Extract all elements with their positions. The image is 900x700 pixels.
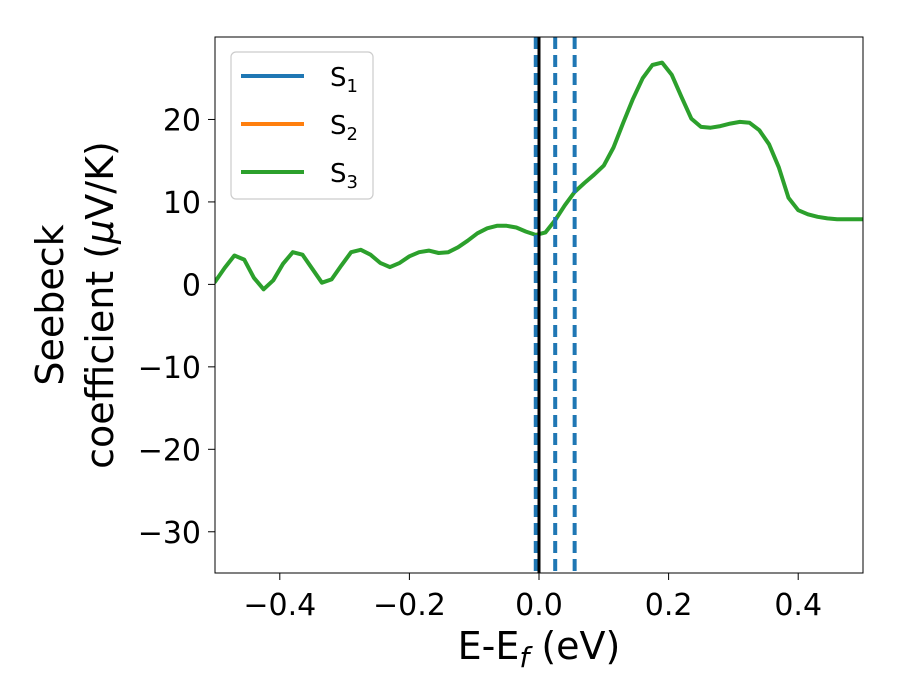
legend-label-s2: S2 xyxy=(330,111,358,145)
x-tick-label: 0.2 xyxy=(645,588,693,623)
y-tick-label: 20 xyxy=(163,103,201,138)
y-tick-label: 10 xyxy=(163,186,201,221)
x-axis-label: E-Ef (eV) xyxy=(458,624,621,674)
legend: S1 S2 S3 xyxy=(230,51,374,200)
y-axis-label-line2: coefficient (μV/K) xyxy=(78,141,122,469)
y-tick-label: −10 xyxy=(138,351,201,386)
x-axis: −0.4 −0.2 0.0 0.2 0.4 xyxy=(243,573,822,623)
y-tick-label: −30 xyxy=(138,516,201,551)
x-tick-label: 0.4 xyxy=(774,588,822,623)
y-axis: −30 −20 −10 0 10 20 xyxy=(138,103,215,551)
y-tick-label: −20 xyxy=(138,433,201,468)
y-tick-label: 0 xyxy=(182,268,201,303)
y-axis-label-line1: Seebeck xyxy=(28,224,72,385)
y-axis-label: Seebeck coefficient (μV/K) xyxy=(28,141,122,469)
legend-label-s1: S1 xyxy=(330,63,358,97)
series-line-s3 xyxy=(215,60,863,292)
x-tick-label: −0.2 xyxy=(373,588,446,623)
plot-area xyxy=(215,37,863,573)
x-tick-label: −0.4 xyxy=(243,588,316,623)
legend-label-s3: S3 xyxy=(330,159,358,193)
x-tick-label: 0.0 xyxy=(515,588,563,623)
